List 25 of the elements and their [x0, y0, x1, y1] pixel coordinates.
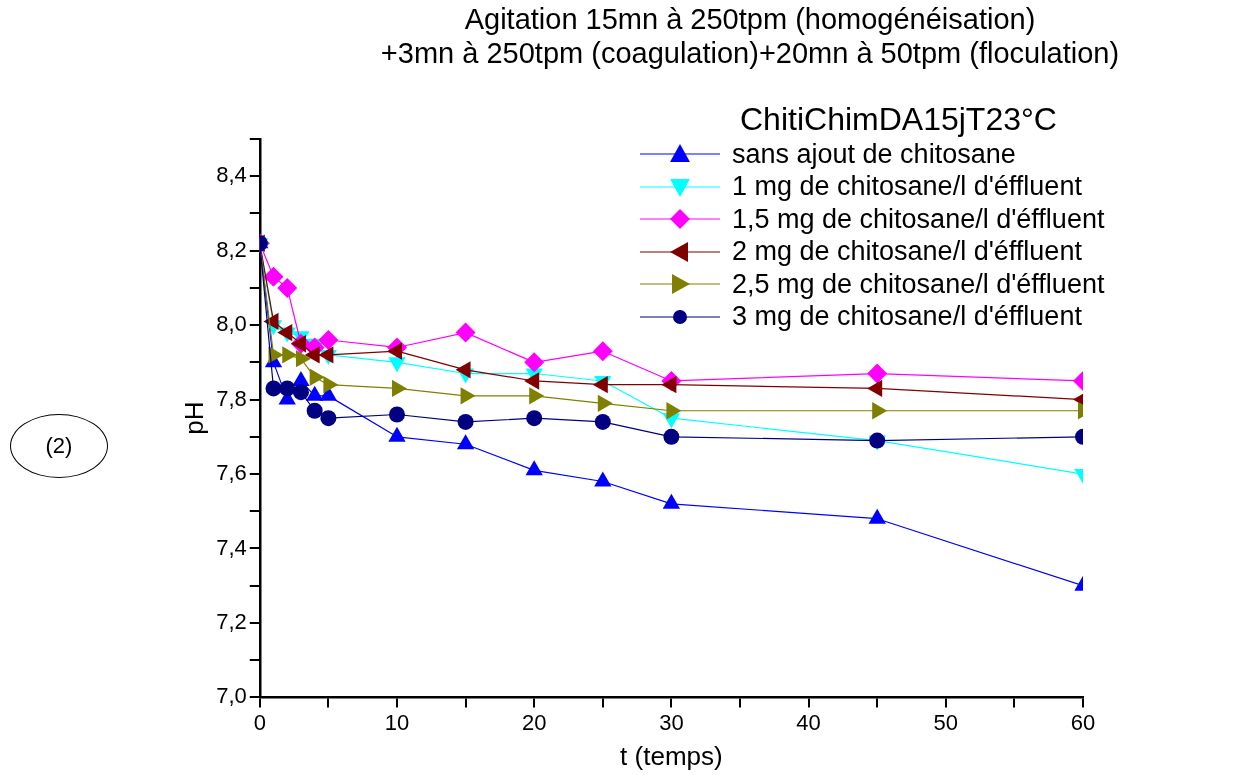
- x-tick-label: 10: [384, 709, 410, 735]
- legend-label: 2,5 mg de chitosane/l d'éffluent: [732, 268, 1105, 300]
- y-tick-label: 7,2: [216, 609, 247, 635]
- legend-label: 1 mg de chitosane/l d'éffluent: [732, 171, 1082, 203]
- legend-label: 2 mg de chitosane/l d'éffluent: [732, 236, 1082, 268]
- legend-label: 1,5 mg de chitosane/l d'éffluent: [732, 203, 1105, 235]
- y-tick-label: 8,0: [216, 311, 247, 337]
- x-tick-label: 60: [1070, 709, 1096, 735]
- x-tick-label: 0: [253, 709, 266, 735]
- x-tick-label: 30: [659, 709, 684, 735]
- legend-title: ChitiChimDA15jT23°C: [740, 100, 1058, 138]
- y-tick-label: 8,4: [216, 162, 247, 188]
- y-tick-label: 7,6: [216, 460, 247, 486]
- y-tick-label: 7,8: [216, 385, 247, 411]
- x-tick-label: 40: [796, 709, 821, 735]
- y-axis-title: pH: [178, 401, 209, 435]
- legend-label: sans ajout de chitosane: [732, 138, 1016, 170]
- y-tick-label: 8,2: [216, 236, 247, 262]
- x-axis-title: t (temps): [620, 740, 723, 771]
- y-tick-label: 7,4: [216, 534, 247, 560]
- x-tick-label: 50: [933, 709, 959, 735]
- y-tick-label: 7,0: [216, 683, 247, 709]
- legend-label: 3 mg de chitosane/l d'éffluent: [732, 301, 1082, 333]
- chart-title: Agitation 15mn à 250tpm (homogénéisation) +3mn à 250tpm (coagulation)+20mn à 50tpm (floculation): [379, 2, 1121, 70]
- x-tick-label: 20: [521, 709, 547, 735]
